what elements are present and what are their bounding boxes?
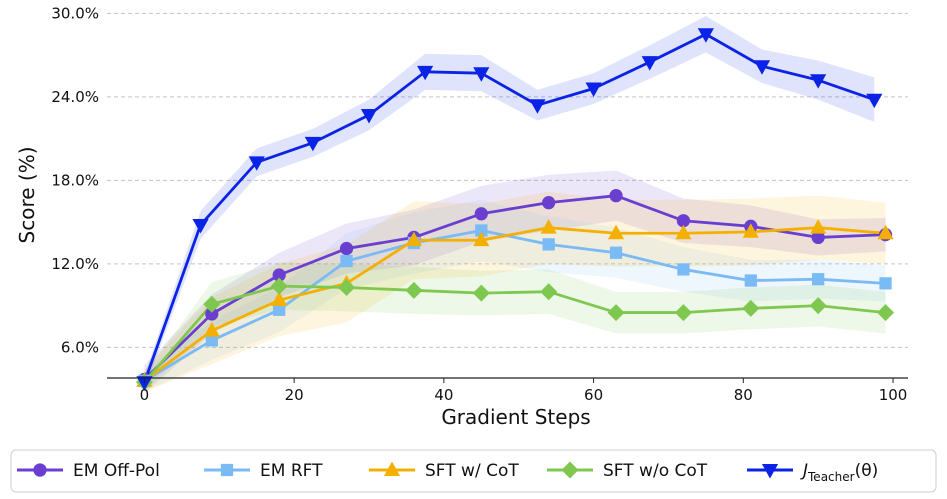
sft-w-o-cot-point — [674, 304, 692, 322]
legend-marker-swatch — [761, 464, 779, 479]
x-tick-label: 40 — [434, 386, 453, 404]
sft-w-cot-point — [271, 291, 288, 307]
em-rft-point — [609, 246, 623, 259]
legend-label: EM RFT — [260, 461, 323, 481]
em-rft-point — [205, 334, 218, 347]
sft-w-cot-point — [675, 224, 692, 240]
x-tick-label: 0 — [140, 386, 150, 404]
sft-w-o-cot-point — [742, 299, 760, 317]
em-off-pol-point — [609, 189, 623, 203]
em-rft-point — [542, 238, 555, 251]
sft-w-cot-band — [144, 191, 886, 392]
em-rft-point — [879, 277, 892, 290]
legend-marker-swatch — [561, 461, 579, 479]
series-lines — [143, 32, 886, 384]
sft-w-cot-point — [810, 219, 827, 234]
x-axis-label: Gradient Steps — [441, 405, 590, 429]
y-tick-label: 30.0% — [51, 4, 99, 22]
em-rft-point — [475, 224, 488, 237]
legend-item-sft-w-cot: SFT w/ CoT — [369, 461, 519, 481]
em-rft-line — [143, 229, 886, 382]
sft-w-o-cot-point — [270, 277, 288, 295]
j-teacher-point — [529, 99, 546, 114]
y-tick-label: 6.0% — [61, 338, 99, 356]
legend-item-j-teacher: JTeacher(θ) — [747, 461, 878, 484]
x-tick-label: 80 — [734, 386, 753, 404]
em-off-pol-point — [542, 196, 556, 210]
sft-w-o-cot-point — [405, 281, 423, 299]
legend-label: SFT w/o CoT — [603, 461, 708, 481]
x-tick-label: 60 — [584, 386, 603, 404]
sft-w-cot-point — [405, 231, 423, 247]
em-off-pol-line — [143, 194, 886, 381]
j-teacher-point — [753, 60, 771, 75]
sft-w-o-cot-line — [143, 284, 886, 384]
em-rft-point — [677, 263, 690, 276]
y-tick-label: 24.0% — [51, 88, 99, 106]
sft-w-cot-point — [877, 224, 894, 240]
j-teacher-point — [192, 218, 209, 234]
j-teacher-point — [585, 82, 602, 98]
legend-item-sft-w-o-cot: SFT w/o CoT — [547, 461, 708, 481]
legend-frame — [10, 449, 937, 493]
legend-label: SFT w/ CoT — [425, 461, 519, 481]
em-rft-point — [744, 274, 757, 287]
sft-w-o-cot-point — [607, 304, 625, 322]
y-tick-label: 18.0% — [51, 171, 99, 189]
em-off-pol-band — [144, 170, 886, 394]
sft-w-o-cot-band — [144, 262, 886, 391]
j-teacher-point — [866, 93, 883, 109]
x-tick-label: 20 — [285, 386, 304, 404]
em-off-pol-point — [339, 241, 354, 256]
j-teacher-point — [360, 109, 378, 124]
legend-item-em-off-pol: EM Off-Pol — [17, 461, 160, 481]
j-teacher-point — [417, 65, 434, 81]
em-rft-point — [273, 303, 286, 316]
em-rft-point — [340, 254, 353, 268]
j-teacher-point — [810, 74, 827, 89]
x-tick-labels: 0 20 40 60 80 100 — [140, 386, 908, 404]
j-teacher-line — [143, 32, 875, 383]
em-off-pol-point — [272, 268, 286, 282]
sft-w-o-cot-point — [540, 283, 558, 301]
legend-marker-swatch — [383, 461, 401, 476]
confidence-bands — [144, 16, 886, 394]
legend: EM Off-Pol EM RFT SFT w/ CoT SFT w/o CoT JTe… — [10, 449, 937, 493]
sft-w-o-cot-point — [809, 297, 827, 315]
j-teacher-point — [248, 156, 265, 171]
em-off-pol-point — [474, 207, 488, 221]
y-tick-labels: 6.0% 12.0% 18.0% 24.0% 30.0% — [51, 4, 99, 356]
legend-label: JTeacher(θ) — [800, 461, 878, 484]
y-tick-label: 12.0% — [51, 255, 99, 273]
series-markers — [135, 28, 895, 391]
j-teacher-point — [473, 67, 490, 82]
sft-w-cot-point — [473, 231, 490, 247]
sft-w-cot-point — [742, 223, 759, 238]
legend-marker-swatch — [220, 463, 234, 477]
legend-label: EM Off-Pol — [73, 461, 160, 481]
axes — [107, 377, 908, 383]
sft-w-o-cot-point — [338, 279, 356, 297]
j-teacher-point — [304, 136, 321, 152]
x-tick-label: 100 — [879, 386, 908, 404]
em-off-pol-point — [205, 307, 219, 321]
y-axis-label: Score (%) — [15, 147, 39, 244]
em-rft-point — [812, 273, 825, 286]
sft-w-cot-point — [203, 322, 220, 337]
em-off-pol-point — [811, 230, 825, 245]
j-teacher-point — [697, 28, 714, 43]
sft-w-o-cot-point — [203, 295, 221, 313]
em-rft-band — [144, 199, 886, 392]
j-teacher-point — [641, 56, 658, 71]
sft-w-o-cot-point — [877, 304, 895, 322]
sft-w-cot-point — [540, 219, 557, 234]
sft-w-cot-line — [143, 226, 886, 382]
j-teacher-point — [136, 376, 153, 391]
legend-item-em-rft: EM RFT — [204, 461, 323, 481]
legend-marker-swatch — [33, 463, 47, 477]
sft-w-cot-point — [607, 224, 625, 240]
sft-w-o-cot-point — [472, 284, 490, 302]
em-off-pol-point — [676, 214, 691, 228]
